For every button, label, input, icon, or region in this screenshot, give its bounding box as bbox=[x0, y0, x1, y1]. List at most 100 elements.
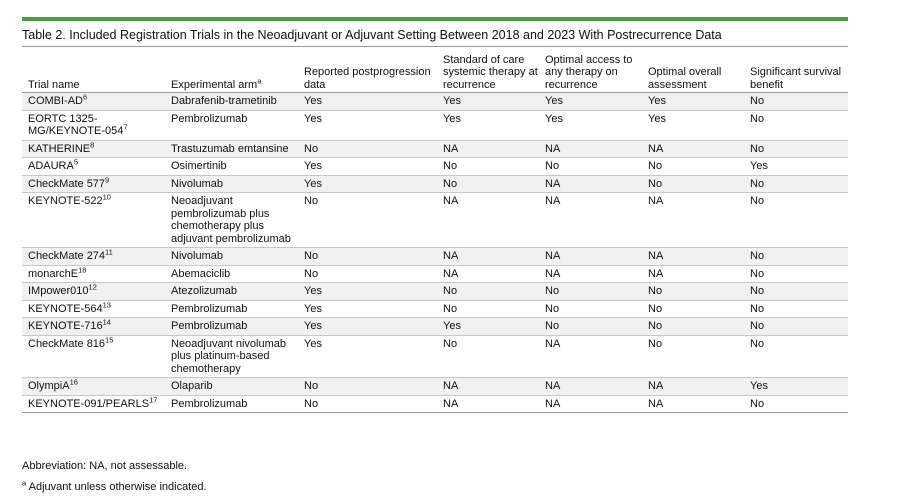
table-row: KEYNOTE-71614 Pembrolizumab Yes Yes No No No bbox=[22, 317, 848, 335]
trial-name-cell: CheckMate 81615 bbox=[28, 334, 114, 350]
survival-cell: No bbox=[750, 177, 765, 190]
access-cell: NA bbox=[545, 142, 561, 155]
overall-cell: Yes bbox=[648, 95, 666, 107]
table-row: OlympiA16 Olaparib No NA NA NA Yes bbox=[22, 377, 848, 395]
survival-cell: No bbox=[750, 112, 765, 125]
table-row: KATHERINE8 Trastuzumab emtansine No NA NA NA N… bbox=[22, 140, 848, 158]
experimental-arm-cell: Pembrolizumab bbox=[171, 302, 248, 315]
access-cell: No bbox=[545, 160, 560, 172]
overall-cell: NA bbox=[648, 250, 664, 262]
overall-cell: No bbox=[648, 285, 663, 297]
trial-name-cell: KEYNOTE-091/PEARLS17 bbox=[28, 394, 158, 410]
overall-cell: No bbox=[648, 302, 663, 315]
column-header: Reported postprogression data bbox=[304, 66, 431, 91]
survival-cell: No bbox=[750, 320, 765, 332]
survival-cell: No bbox=[750, 267, 765, 280]
survival-cell: No bbox=[750, 195, 765, 207]
soc-cell: NA bbox=[443, 195, 459, 207]
soc-cell: No bbox=[443, 285, 458, 297]
trial-name-cell: CheckMate 27411 bbox=[28, 247, 113, 262]
reported-cell: No bbox=[304, 195, 319, 207]
experimental-arm-cell: Nivolumab bbox=[171, 250, 223, 262]
abbreviation-note: Abbreviation: NA, not assessable. bbox=[22, 460, 188, 472]
reported-cell: No bbox=[304, 380, 319, 392]
survival-cell: No bbox=[750, 95, 765, 107]
reported-cell: No bbox=[304, 250, 319, 262]
survival-cell: No bbox=[750, 142, 765, 155]
experimental-arm-cell: Olaparib bbox=[171, 380, 213, 392]
table-row: CheckMate 27411 Nivolumab No NA NA NA No bbox=[22, 247, 848, 265]
survival-cell: No bbox=[750, 285, 765, 297]
accent-bar bbox=[22, 17, 848, 21]
table-row: monarchE18 Abemaciclib No NA NA NA No bbox=[22, 265, 848, 283]
trial-name-cell: CheckMate 5779 bbox=[28, 174, 110, 190]
experimental-arm-cell: Abemaciclib bbox=[171, 267, 231, 280]
soc-cell: NA bbox=[443, 142, 459, 155]
table-row: KEYNOTE-56413 Pembrolizumab Yes No No No No bbox=[22, 300, 848, 318]
table-row: KEYNOTE-091/PEARLS17 Pembrolizumab No NA NA N… bbox=[22, 395, 848, 413]
experimental-arm-cell: Pembrolizumab bbox=[171, 320, 248, 332]
trial-name-cell: OlympiA16 bbox=[28, 377, 78, 392]
trial-name-cell: ADAURA5 bbox=[28, 157, 79, 172]
survival-cell: Yes bbox=[750, 160, 768, 172]
title-divider bbox=[22, 46, 848, 47]
table-row: KEYNOTE-52210 Neoadjuvant pembrolizumab p… bbox=[22, 192, 848, 248]
column-header: Optimal overall assessment bbox=[648, 66, 722, 91]
experimental-arm-cell: Pembrolizumab bbox=[171, 112, 248, 125]
column-header: Trial name bbox=[28, 78, 80, 91]
column-header: Experimental arma bbox=[171, 75, 262, 91]
table-row: IMpower01012 Atezolizumab Yes No No No No bbox=[22, 282, 848, 300]
soc-cell: Yes bbox=[443, 112, 461, 125]
trial-name-cell: monarchE18 bbox=[28, 264, 87, 280]
overall-cell: NA bbox=[648, 267, 664, 280]
trial-name-cell: IMpower01012 bbox=[28, 282, 97, 297]
column-header: Standard of care systemic therapy at rec… bbox=[443, 53, 538, 91]
soc-cell: No bbox=[443, 160, 458, 172]
soc-cell: NA bbox=[443, 250, 459, 262]
access-cell: NA bbox=[545, 380, 561, 392]
access-cell: NA bbox=[545, 397, 561, 410]
table-row: COMBI-AD6 Dabrafenib-trametinib Yes Yes Yes Y… bbox=[22, 92, 848, 110]
soc-cell: NA bbox=[443, 267, 459, 280]
trial-name-cell: KEYNOTE-71614 bbox=[28, 317, 111, 332]
experimental-arm-cell: Osimertinib bbox=[171, 160, 227, 172]
overall-cell: NA bbox=[648, 380, 664, 392]
reported-cell: Yes bbox=[304, 320, 322, 332]
soc-cell: No bbox=[443, 302, 458, 315]
access-cell: No bbox=[545, 302, 560, 315]
reported-cell: Yes bbox=[304, 337, 322, 350]
table-figure: Table 2. Included Registration Trials in… bbox=[22, 17, 848, 413]
access-cell: NA bbox=[545, 250, 561, 262]
trial-name-cell: COMBI-AD6 bbox=[28, 92, 88, 107]
access-cell: No bbox=[545, 285, 560, 297]
overall-cell: No bbox=[648, 160, 663, 172]
reported-cell: No bbox=[304, 267, 319, 280]
reported-cell: Yes bbox=[304, 177, 322, 190]
table-row: CheckMate 5779 Nivolumab Yes No NA No No bbox=[22, 175, 848, 193]
overall-cell: NA bbox=[648, 142, 664, 155]
experimental-arm-cell: Pembrolizumab bbox=[171, 397, 248, 410]
survival-cell: No bbox=[750, 337, 765, 350]
soc-cell: NA bbox=[443, 397, 459, 410]
trial-name-cell: KEYNOTE-56413 bbox=[28, 299, 111, 315]
survival-cell: No bbox=[750, 302, 765, 315]
access-cell: NA bbox=[545, 267, 561, 280]
reported-cell: Yes bbox=[304, 112, 322, 125]
table-row: CheckMate 81615 Neoadjuvant nivolumab plu… bbox=[22, 335, 848, 378]
column-header: Optimal access to any therapy on recurre… bbox=[545, 53, 633, 91]
trials-table: Trial name Experimental arma Reported po… bbox=[22, 47, 848, 413]
survival-cell: No bbox=[750, 397, 765, 410]
soc-cell: Yes bbox=[443, 320, 461, 332]
experimental-arm-cell: Neoadjuvant nivolumab plus platinum-base… bbox=[171, 337, 286, 375]
table-title: Table 2. Included Registration Trials in… bbox=[22, 28, 722, 42]
experimental-arm-cell: Dabrafenib-trametinib bbox=[171, 95, 277, 107]
soc-cell: NA bbox=[443, 380, 459, 392]
experimental-arm-cell: Neoadjuvant pembrolizumab plus chemother… bbox=[171, 195, 291, 245]
overall-cell: No bbox=[648, 320, 663, 332]
experimental-arm-cell: Trastuzumab emtansine bbox=[171, 142, 289, 155]
column-header: Significant survival benefit bbox=[750, 66, 842, 91]
access-cell: NA bbox=[545, 195, 561, 207]
header-row: Trial name Experimental arma Reported po… bbox=[22, 47, 848, 93]
reported-cell: Yes bbox=[304, 95, 322, 107]
survival-cell: No bbox=[750, 250, 765, 262]
